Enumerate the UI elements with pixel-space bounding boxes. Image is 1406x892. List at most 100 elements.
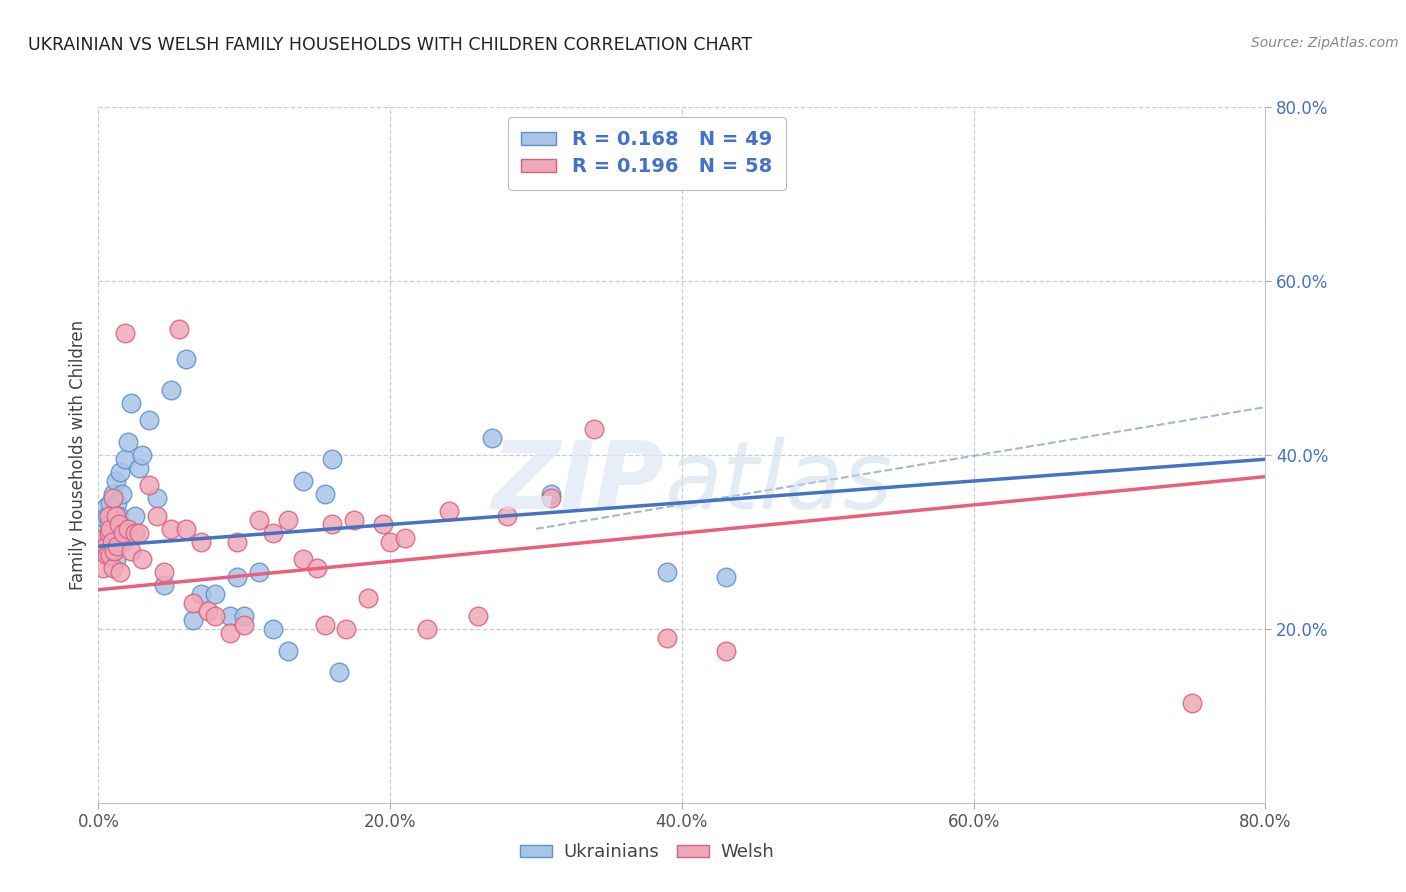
Point	[98, 548, 121, 562]
Point	[146, 508, 169, 523]
Point	[97, 526, 120, 541]
Point	[226, 570, 249, 584]
Point	[657, 631, 679, 645]
Text: UKRAINIAN VS WELSH FAMILY HOUSEHOLDS WITH CHILDREN CORRELATION CHART: UKRAINIAN VS WELSH FAMILY HOUSEHOLDS WIT…	[28, 36, 752, 54]
Point	[93, 539, 115, 553]
Text: Source: ZipAtlas.com: Source: ZipAtlas.com	[1251, 36, 1399, 50]
Point	[467, 608, 489, 623]
Point	[204, 608, 226, 623]
Point	[262, 622, 284, 636]
Point	[117, 522, 139, 536]
Point	[100, 534, 122, 549]
Point	[111, 487, 134, 501]
Point	[114, 326, 136, 340]
Point	[96, 543, 118, 558]
Point	[131, 448, 153, 462]
Point	[131, 552, 153, 566]
Point	[160, 522, 183, 536]
Point	[181, 596, 204, 610]
Point	[174, 352, 197, 367]
Point	[94, 531, 117, 545]
Point	[114, 452, 136, 467]
Point	[101, 487, 124, 501]
Point	[314, 487, 336, 501]
Point	[153, 578, 176, 592]
Point	[104, 508, 127, 523]
Point	[371, 517, 394, 532]
Point	[291, 552, 314, 566]
Point	[714, 643, 737, 657]
Point	[146, 491, 169, 506]
Point	[328, 665, 350, 680]
Point	[110, 566, 132, 580]
Point	[112, 526, 135, 541]
Point	[120, 395, 142, 409]
Point	[233, 617, 256, 632]
Point	[226, 534, 249, 549]
Point	[110, 466, 132, 480]
Point	[714, 570, 737, 584]
Point	[437, 504, 460, 518]
Point	[583, 422, 606, 436]
Point	[247, 566, 270, 580]
Point	[96, 548, 118, 562]
Point	[97, 517, 120, 532]
Point	[100, 531, 122, 545]
Point	[138, 413, 160, 427]
Point	[108, 508, 131, 523]
Point	[277, 643, 299, 657]
Point	[108, 517, 131, 532]
Point	[112, 534, 135, 549]
Point	[124, 508, 146, 523]
Point	[321, 452, 343, 467]
Point	[481, 430, 503, 444]
Point	[540, 487, 562, 501]
Point	[93, 531, 115, 545]
Y-axis label: Family Households with Children: Family Households with Children	[69, 320, 87, 590]
Point	[128, 461, 150, 475]
Point	[98, 522, 121, 536]
Point	[91, 526, 114, 541]
Point	[97, 539, 120, 553]
Point	[190, 534, 212, 549]
Point	[204, 587, 226, 601]
Point	[104, 474, 127, 488]
Point	[128, 526, 150, 541]
Point	[1181, 696, 1204, 710]
Point	[335, 622, 357, 636]
Point	[657, 566, 679, 580]
Point	[277, 513, 299, 527]
Point	[101, 526, 124, 541]
Point	[103, 543, 125, 558]
Point	[124, 526, 146, 541]
Point	[97, 508, 120, 523]
Point	[104, 552, 127, 566]
Point	[105, 496, 128, 510]
Point	[153, 566, 176, 580]
Point	[343, 513, 366, 527]
Point	[218, 626, 240, 640]
Point	[415, 622, 437, 636]
Point	[247, 513, 270, 527]
Point	[181, 613, 204, 627]
Point	[98, 496, 121, 510]
Point	[101, 561, 124, 575]
Point	[321, 517, 343, 532]
Point	[307, 561, 329, 575]
Point	[540, 491, 562, 506]
Point	[120, 543, 142, 558]
Text: atlas: atlas	[665, 437, 893, 528]
Point	[380, 534, 402, 549]
Point	[291, 474, 314, 488]
Point	[103, 534, 125, 549]
Point	[174, 522, 197, 536]
Point	[314, 617, 336, 632]
Text: ZIP: ZIP	[492, 437, 665, 529]
Point	[138, 478, 160, 492]
Point	[197, 605, 219, 619]
Legend: Ukrainians, Welsh: Ukrainians, Welsh	[510, 834, 783, 871]
Point	[101, 543, 124, 558]
Point	[94, 500, 117, 514]
Point	[94, 539, 117, 553]
Point	[91, 561, 114, 575]
